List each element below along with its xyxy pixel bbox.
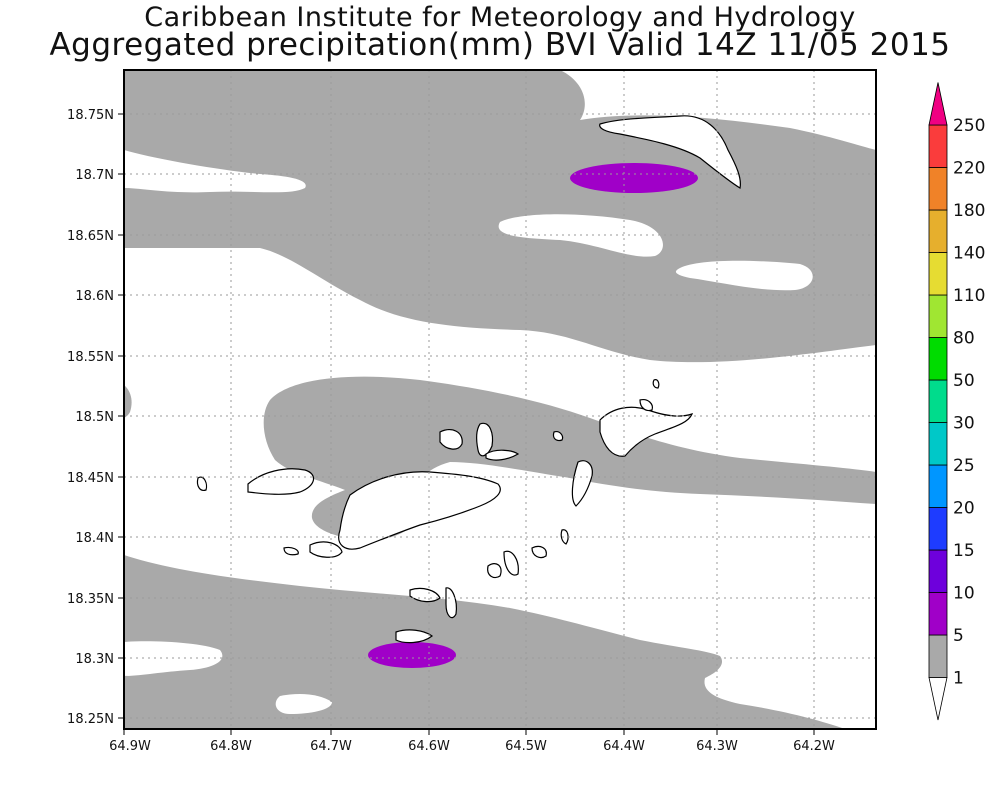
precip-area-5-10mm-north — [570, 163, 698, 193]
map-subtitle: Aggregated precipitation(mm) BVI Valid 1… — [49, 27, 951, 63]
lon-tick-label: 64.2W — [793, 739, 835, 754]
colorbar-swatch — [928, 167, 948, 211]
lon-tick-label: 64.4W — [603, 739, 645, 754]
precip-area-5-10mm-south — [368, 642, 456, 668]
island-cay — [445, 587, 457, 619]
island-virgin-gorda-south — [571, 460, 593, 507]
lon-tick-label: 64.8W — [210, 739, 252, 754]
lat-tick-label: 18.7N — [75, 168, 114, 183]
clear-area — [124, 641, 223, 676]
islands — [196, 115, 741, 644]
island-guana — [476, 422, 494, 457]
colorbar-swatch — [928, 124, 948, 168]
lat-tick-label: 18.4N — [75, 531, 114, 546]
map-title: Caribbean Institute for Meteorology and … — [144, 2, 856, 33]
island-cay — [283, 546, 299, 556]
island-cay — [652, 379, 660, 389]
colorbar-swatch — [928, 379, 948, 423]
island-cay — [560, 529, 569, 545]
colorbar-label: 180 — [953, 201, 985, 221]
colorbar-label: 30 — [953, 414, 975, 434]
island-cay — [487, 563, 502, 579]
map-grid — [124, 70, 876, 729]
precip-area-1-5mm-west — [124, 385, 132, 418]
colorbar-swatch — [928, 549, 948, 593]
colorbar-label: 80 — [953, 329, 975, 349]
colorbar-label: 50 — [953, 371, 975, 391]
map-frame — [123, 69, 877, 730]
precipitation-fields — [124, 70, 876, 729]
colorbar-swatch — [928, 677, 948, 721]
colorbar-swatch — [928, 294, 948, 338]
island-cay — [552, 431, 564, 442]
colorbar-swatch — [928, 82, 948, 126]
colorbar-label: 140 — [953, 244, 985, 264]
axis-ticks — [118, 113, 815, 735]
island-jost-van-dyke — [439, 429, 463, 450]
colorbar-swatch — [928, 507, 948, 551]
colorbar-swatch — [928, 634, 948, 678]
colorbar-swatch — [928, 252, 948, 296]
island-west-cays — [247, 468, 314, 495]
latitude-labels: 18.75N 18.7N 18.65N 18.6N 18.55N 18.5N 1… — [67, 108, 114, 727]
lat-tick-label: 18.5N — [75, 410, 114, 425]
clear-area — [275, 694, 332, 714]
colorbar-label: 110 — [953, 286, 985, 306]
colorbar-swatch — [928, 422, 948, 466]
island-cay — [485, 449, 520, 461]
island-cay — [639, 399, 653, 412]
lat-tick-label: 18.45N — [67, 471, 114, 486]
lat-tick-label: 18.75N — [67, 108, 114, 123]
lon-tick-label: 64.5W — [505, 739, 547, 754]
lon-tick-label: 64.7W — [310, 739, 352, 754]
colorbar-swatch — [928, 209, 948, 253]
lon-tick-label: 64.9W — [109, 739, 151, 754]
colorbar-label: 20 — [953, 499, 975, 519]
precip-area-1-5mm-central — [263, 376, 876, 540]
colorbar-label: 1 — [953, 669, 964, 689]
lat-tick-label: 18.35N — [67, 592, 114, 607]
island-cay — [409, 587, 441, 603]
colorbar-swatch — [928, 337, 948, 381]
lat-tick-label: 18.6N — [75, 289, 114, 304]
colorbar-swatch — [928, 464, 948, 508]
lon-tick-label: 64.6W — [408, 739, 450, 754]
clear-area — [124, 150, 306, 193]
island-cay — [395, 629, 433, 644]
longitude-labels: 64.9W 64.8W 64.7W 64.6W 64.5W 64.4W 64.3… — [109, 739, 835, 754]
island-cay — [503, 550, 519, 576]
island-beef — [309, 541, 343, 558]
colorbar-label: 10 — [953, 584, 975, 604]
lat-tick-label: 18.55N — [67, 350, 114, 365]
island-tortola — [338, 471, 501, 550]
lat-tick-label: 18.25N — [67, 712, 114, 727]
colorbar-swatch — [928, 592, 948, 636]
island-cay — [531, 545, 547, 559]
colorbar-label: 220 — [953, 159, 985, 179]
island-anegada — [599, 115, 741, 189]
colorbar-label: 5 — [953, 626, 964, 646]
lat-tick-label: 18.65N — [67, 229, 114, 244]
lat-tick-label: 18.3N — [75, 652, 114, 667]
clear-area — [675, 260, 813, 291]
island-cay — [196, 476, 208, 491]
colorbar-label: 15 — [953, 541, 975, 561]
precip-area-1-5mm-north — [124, 70, 876, 363]
lon-tick-label: 64.3W — [696, 739, 738, 754]
colorbar-label: 250 — [953, 116, 985, 136]
colorbar-label: 25 — [953, 456, 975, 476]
precip-area-1-5mm-south — [124, 555, 845, 729]
